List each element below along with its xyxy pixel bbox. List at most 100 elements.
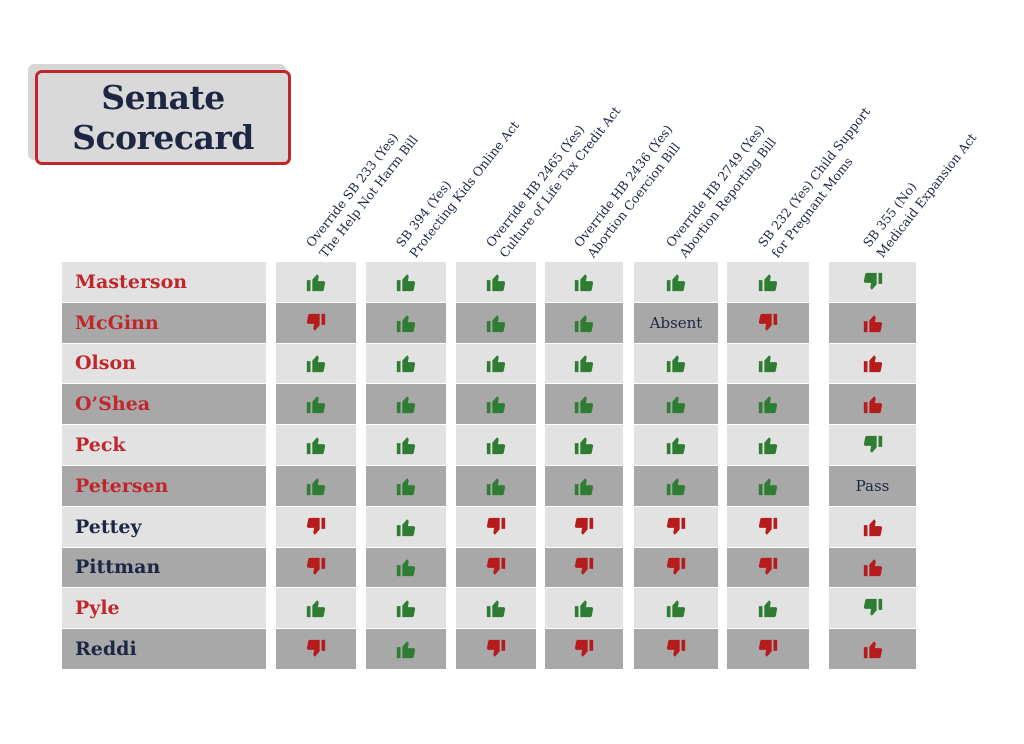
vote-cell: [829, 506, 916, 547]
vote-cell: [366, 425, 446, 465]
vote-cell: [634, 466, 718, 506]
thumbs-down-icon: [306, 517, 326, 535]
vote-cell: [829, 588, 916, 629]
thumbs-up-icon: [574, 355, 594, 373]
vote-cell: [366, 547, 446, 588]
thumbs-up-icon: [758, 437, 778, 455]
vote-cell: [545, 425, 623, 465]
thumbs-up-icon: [863, 641, 882, 659]
vote-cell: [366, 588, 446, 629]
vote-cell: [634, 547, 718, 588]
thumbs-down-icon: [758, 313, 778, 331]
thumbs-up-icon: [396, 355, 416, 373]
thumbs-up-icon: [574, 314, 594, 332]
vote-cell: [727, 547, 809, 588]
thumbs-up-icon: [396, 559, 416, 577]
thumbs-up-icon: [758, 396, 778, 414]
vote-cell: [276, 588, 356, 629]
thumbs-up-icon: [306, 274, 326, 292]
thumbs-up-icon: [863, 314, 882, 332]
vote-cell: [829, 547, 916, 588]
row-name: Petersen: [62, 466, 266, 506]
vote-cell: [829, 262, 916, 302]
thumbs-down-icon: [863, 435, 882, 453]
thumbs-down-icon: [486, 639, 506, 657]
row-name: Pettey: [62, 506, 266, 547]
vote-cell: [727, 302, 809, 343]
thumbs-down-icon: [666, 517, 686, 535]
thumbs-up-icon: [486, 274, 506, 292]
vote-cell: [727, 262, 809, 302]
row-name: O’Shea: [62, 384, 266, 425]
thumbs-down-icon: [574, 639, 594, 657]
vote-cell: [634, 588, 718, 629]
thumbs-up-icon: [396, 600, 416, 618]
vote-cell: [276, 629, 356, 669]
thumbs-up-icon: [758, 274, 778, 292]
vote-cell: [634, 629, 718, 669]
vote-cell: [456, 425, 536, 465]
thumbs-up-icon: [666, 274, 686, 292]
vote-cell: [545, 343, 623, 384]
vote-cell: [829, 425, 916, 465]
vote-cell: [634, 425, 718, 465]
vote-cell: [634, 262, 718, 302]
thumbs-up-icon: [666, 600, 686, 618]
thumbs-up-icon: [306, 600, 326, 618]
thumbs-up-icon: [574, 478, 594, 496]
row-name: Pyle: [62, 588, 266, 629]
thumbs-up-icon: [486, 314, 506, 332]
vote-cell: [276, 547, 356, 588]
vote-cell: [456, 588, 536, 629]
thumbs-up-icon: [486, 396, 506, 414]
vote-cell: [829, 343, 916, 384]
column-header-line-1: Override SB 233 (Yes): [302, 130, 402, 250]
vote-cell: [366, 384, 446, 425]
vote-cell: [727, 588, 809, 629]
vote-cell: [456, 343, 536, 384]
vote-cell: [456, 547, 536, 588]
vote-cell: [456, 466, 536, 506]
thumbs-up-icon: [486, 355, 506, 373]
vote-cell: [634, 506, 718, 547]
thumbs-up-icon: [396, 274, 416, 292]
column-header-line-1: SB 232 (Yes) Child Support: [754, 104, 874, 250]
thumbs-up-icon: [574, 600, 594, 618]
column-header-line-2: Medicaid Expansion Act: [872, 130, 979, 261]
thumbs-down-icon: [758, 517, 778, 535]
vote-cell: [727, 384, 809, 425]
thumbs-down-icon: [666, 558, 686, 576]
vote-cell: Pass: [829, 466, 916, 506]
thumbs-up-icon: [863, 518, 882, 536]
title-line-1: Senate: [101, 77, 225, 117]
vote-cell: [366, 343, 446, 384]
vote-cell: [456, 384, 536, 425]
vote-cell: [545, 588, 623, 629]
vote-cell: [545, 466, 623, 506]
thumbs-down-icon: [863, 272, 882, 290]
vote-cell: [545, 629, 623, 669]
vote-cell: [276, 302, 356, 343]
thumbs-down-icon: [306, 313, 326, 331]
vote-cell: [366, 506, 446, 547]
thumbs-up-icon: [758, 478, 778, 496]
thumbs-up-icon: [396, 641, 416, 659]
thumbs-up-icon: [486, 600, 506, 618]
thumbs-up-icon: [758, 355, 778, 373]
vote-cell: [829, 384, 916, 425]
title-box: Senate Scorecard: [35, 70, 291, 165]
thumbs-up-icon: [306, 355, 326, 373]
vote-cell: [545, 547, 623, 588]
thumbs-down-icon: [486, 517, 506, 535]
thumbs-down-icon: [486, 558, 506, 576]
vote-cell: [366, 466, 446, 506]
thumbs-up-icon: [396, 478, 416, 496]
thumbs-up-icon: [666, 396, 686, 414]
vote-cell: [276, 384, 356, 425]
thumbs-down-icon: [574, 558, 594, 576]
vote-cell: [366, 302, 446, 343]
thumbs-up-icon: [574, 396, 594, 414]
vote-cell: [634, 343, 718, 384]
vote-cell: [276, 343, 356, 384]
title-line-2: Scorecard: [72, 117, 254, 157]
